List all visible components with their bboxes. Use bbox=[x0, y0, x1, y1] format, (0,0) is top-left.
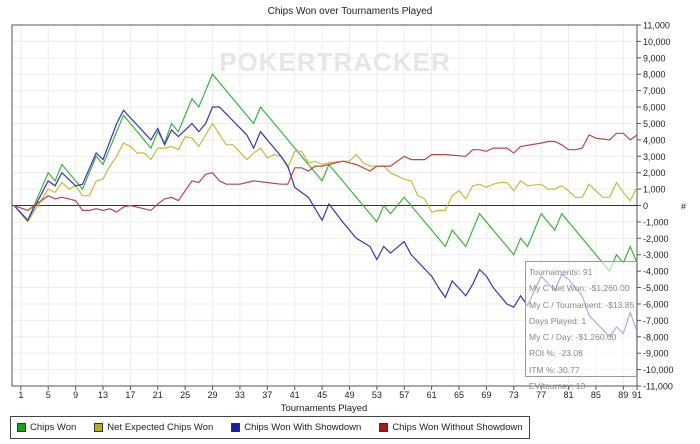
tooltip-line: My C / Day: -$1,260.00 bbox=[529, 332, 617, 343]
y-tick-label: 7,000 bbox=[643, 86, 666, 96]
tooltip-line: Tournaments: 91 bbox=[529, 267, 593, 277]
tooltip-line: ROI %: -23.08 bbox=[529, 348, 583, 359]
y-tick-label: -3,000 bbox=[643, 250, 669, 260]
y-tick-label: -9,000 bbox=[643, 349, 669, 359]
x-tick-label: 81 bbox=[564, 390, 574, 400]
y-tick-label: -4,000 bbox=[643, 267, 669, 277]
y-tick-label: -8,000 bbox=[643, 332, 669, 342]
y-tick-label: 9,000 bbox=[643, 53, 666, 63]
legend-label: Chips Won bbox=[30, 422, 77, 433]
x-tick-label: 41 bbox=[290, 390, 300, 400]
x-tick-label: 9 bbox=[73, 390, 78, 400]
y-tick-label: 2,000 bbox=[643, 168, 666, 178]
y-tick-label: 1,000 bbox=[643, 185, 666, 195]
x-tick-label: 89 bbox=[618, 390, 628, 400]
x-tick-label: 57 bbox=[399, 390, 409, 400]
y-tick-label: 4,000 bbox=[643, 135, 666, 145]
x-tick-label: 1 bbox=[18, 390, 23, 400]
x-tick-label: 53 bbox=[372, 390, 382, 400]
y-tick-label: -7,000 bbox=[643, 316, 669, 326]
y-tick-label: -1,000 bbox=[643, 217, 669, 227]
legend-item-with-showdown[interactable]: Chips Won With Showdown bbox=[231, 422, 361, 433]
y-tick-label: 5,000 bbox=[643, 119, 666, 129]
x-tick-label: 29 bbox=[208, 390, 218, 400]
legend-item-without-showdown[interactable]: Chips Won Without Showdown bbox=[379, 422, 523, 433]
x-tick-label: 85 bbox=[591, 390, 601, 400]
watermark-logo: POKERTRACKER bbox=[219, 47, 451, 77]
x-tick-label: 37 bbox=[262, 390, 272, 400]
legend-label: Net Expected Chips Won bbox=[107, 422, 214, 433]
x-tick-label: 77 bbox=[536, 390, 546, 400]
x-axis-label: Tournaments Played bbox=[281, 403, 368, 414]
x-tick-label: 69 bbox=[481, 390, 491, 400]
legend-swatch bbox=[379, 423, 389, 432]
series-line-net-expected-chips-won bbox=[13, 122, 638, 223]
x-tick-label: 61 bbox=[427, 390, 437, 400]
series-line-chips-won bbox=[13, 73, 638, 273]
y-tick-label: 3,000 bbox=[643, 152, 666, 162]
legend-label: Chips Won With Showdown bbox=[244, 422, 362, 433]
x-tick-label: 21 bbox=[153, 390, 163, 400]
legend-swatch bbox=[17, 423, 26, 432]
x-tick-label: 25 bbox=[180, 390, 190, 400]
legend-swatch bbox=[94, 423, 104, 432]
x-tick-label: 45 bbox=[317, 390, 327, 400]
y-tick-label: 11,000 bbox=[643, 21, 670, 31]
x-tick-label: 65 bbox=[454, 390, 464, 400]
y-axis-label: # bbox=[681, 202, 686, 212]
x-tick-label: 17 bbox=[125, 390, 135, 400]
tooltip-line: EV/tourney: 13 bbox=[529, 381, 586, 392]
tooltip-line: Days Played: 1 bbox=[529, 315, 587, 326]
x-tick-label: 33 bbox=[235, 390, 245, 400]
tooltip: Tournaments: 91 My C Net Won: -$1,260.00… bbox=[525, 261, 637, 391]
x-tick-label: 13 bbox=[98, 390, 108, 400]
y-tick-label: 8,000 bbox=[643, 70, 666, 80]
x-tick-label: 91 bbox=[632, 390, 642, 400]
tooltip-line: My C / Tournament: -$13.85 bbox=[529, 299, 635, 310]
y-tick-label: 0 bbox=[643, 201, 648, 211]
x-tick-label: 49 bbox=[344, 390, 354, 400]
tooltip-line: ITM %: 30.77 bbox=[529, 364, 580, 375]
series-line-chips-won-without-showdown bbox=[13, 132, 638, 213]
chart-title: Chips Won over Tournaments Played bbox=[267, 6, 433, 17]
y-tick-label: -11,000 bbox=[643, 382, 673, 392]
legend-item-net-expected[interactable]: Net Expected Chips Won bbox=[94, 422, 213, 433]
tooltip-line: My C Net Won: -$1,260.00 bbox=[529, 283, 630, 294]
x-tick-label: 5 bbox=[46, 390, 51, 400]
legend-swatch bbox=[231, 423, 241, 432]
x-tick-label: 73 bbox=[509, 390, 519, 400]
legend: Chips Won Net Expected Chips Won Chips W… bbox=[10, 416, 530, 439]
y-tick-label: -10,000 bbox=[643, 365, 674, 375]
y-tick-label: 6,000 bbox=[643, 103, 666, 113]
y-tick-label: 10,000 bbox=[643, 37, 671, 47]
y-tick-label: -2,000 bbox=[643, 234, 669, 244]
y-tick-label: -5,000 bbox=[643, 283, 669, 293]
legend-item-chips-won[interactable]: Chips Won bbox=[17, 422, 76, 433]
y-tick-label: -6,000 bbox=[643, 299, 669, 309]
legend-label: Chips Won Without Showdown bbox=[392, 422, 523, 433]
